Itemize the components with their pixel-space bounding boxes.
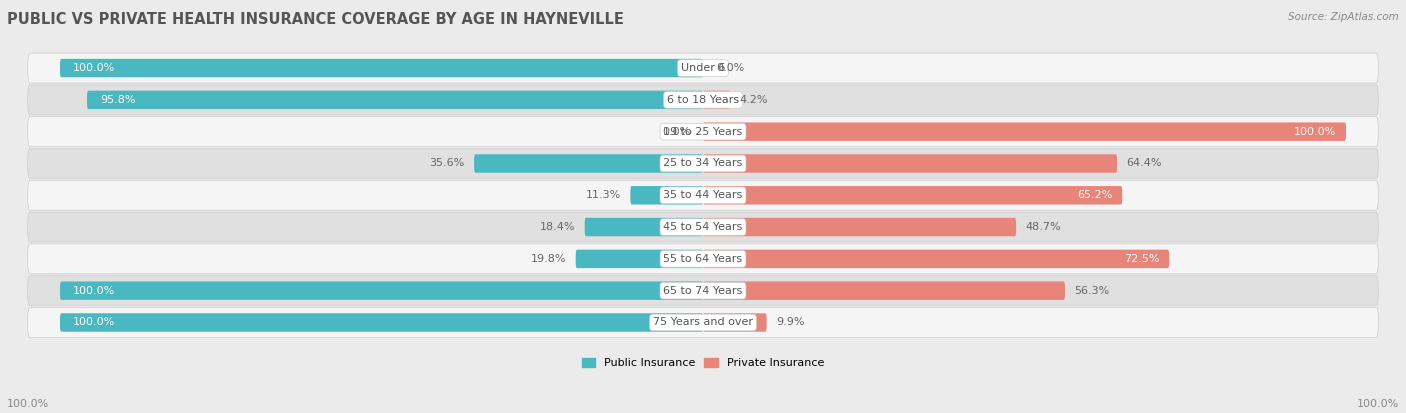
FancyBboxPatch shape (703, 154, 1118, 173)
Text: 65 to 74 Years: 65 to 74 Years (664, 286, 742, 296)
Text: 56.3%: 56.3% (1074, 286, 1109, 296)
FancyBboxPatch shape (703, 186, 1122, 204)
Text: 55 to 64 Years: 55 to 64 Years (664, 254, 742, 264)
Text: PUBLIC VS PRIVATE HEALTH INSURANCE COVERAGE BY AGE IN HAYNEVILLE: PUBLIC VS PRIVATE HEALTH INSURANCE COVER… (7, 12, 624, 27)
Text: 100.0%: 100.0% (7, 399, 49, 409)
Text: 9.9%: 9.9% (776, 318, 804, 328)
FancyBboxPatch shape (703, 281, 1064, 300)
Text: Under 6: Under 6 (681, 63, 725, 73)
FancyBboxPatch shape (28, 53, 1378, 83)
FancyBboxPatch shape (28, 180, 1378, 210)
Text: 0.0%: 0.0% (662, 127, 690, 137)
Text: 72.5%: 72.5% (1123, 254, 1160, 264)
Text: 18.4%: 18.4% (540, 222, 575, 232)
FancyBboxPatch shape (703, 218, 1017, 236)
FancyBboxPatch shape (703, 249, 1170, 268)
Text: 65.2%: 65.2% (1077, 190, 1112, 200)
FancyBboxPatch shape (703, 122, 1346, 141)
Text: 19.8%: 19.8% (530, 254, 567, 264)
Legend: Public Insurance, Private Insurance: Public Insurance, Private Insurance (578, 354, 828, 373)
FancyBboxPatch shape (28, 244, 1378, 274)
FancyBboxPatch shape (703, 90, 730, 109)
FancyBboxPatch shape (60, 313, 703, 332)
Text: 0.0%: 0.0% (716, 63, 744, 73)
FancyBboxPatch shape (474, 154, 703, 173)
FancyBboxPatch shape (630, 186, 703, 204)
FancyBboxPatch shape (60, 281, 703, 300)
FancyBboxPatch shape (28, 276, 1378, 306)
FancyBboxPatch shape (28, 308, 1378, 337)
Text: 35.6%: 35.6% (429, 159, 464, 169)
Text: 95.8%: 95.8% (100, 95, 135, 105)
FancyBboxPatch shape (28, 85, 1378, 115)
Text: 4.2%: 4.2% (740, 95, 768, 105)
Text: 64.4%: 64.4% (1126, 159, 1163, 169)
FancyBboxPatch shape (28, 212, 1378, 242)
FancyBboxPatch shape (28, 117, 1378, 147)
Text: 48.7%: 48.7% (1026, 222, 1062, 232)
Text: 35 to 44 Years: 35 to 44 Years (664, 190, 742, 200)
Text: 25 to 34 Years: 25 to 34 Years (664, 159, 742, 169)
FancyBboxPatch shape (585, 218, 703, 236)
Text: 75 Years and over: 75 Years and over (652, 318, 754, 328)
FancyBboxPatch shape (575, 249, 703, 268)
Text: 100.0%: 100.0% (1294, 127, 1336, 137)
FancyBboxPatch shape (703, 313, 766, 332)
FancyBboxPatch shape (28, 149, 1378, 178)
Text: 100.0%: 100.0% (73, 286, 115, 296)
Text: Source: ZipAtlas.com: Source: ZipAtlas.com (1288, 12, 1399, 22)
Text: 11.3%: 11.3% (585, 190, 620, 200)
Text: 100.0%: 100.0% (73, 318, 115, 328)
Text: 19 to 25 Years: 19 to 25 Years (664, 127, 742, 137)
Text: 6 to 18 Years: 6 to 18 Years (666, 95, 740, 105)
FancyBboxPatch shape (87, 90, 703, 109)
Text: 100.0%: 100.0% (73, 63, 115, 73)
FancyBboxPatch shape (60, 59, 703, 77)
Text: 100.0%: 100.0% (1357, 399, 1399, 409)
Text: 45 to 54 Years: 45 to 54 Years (664, 222, 742, 232)
